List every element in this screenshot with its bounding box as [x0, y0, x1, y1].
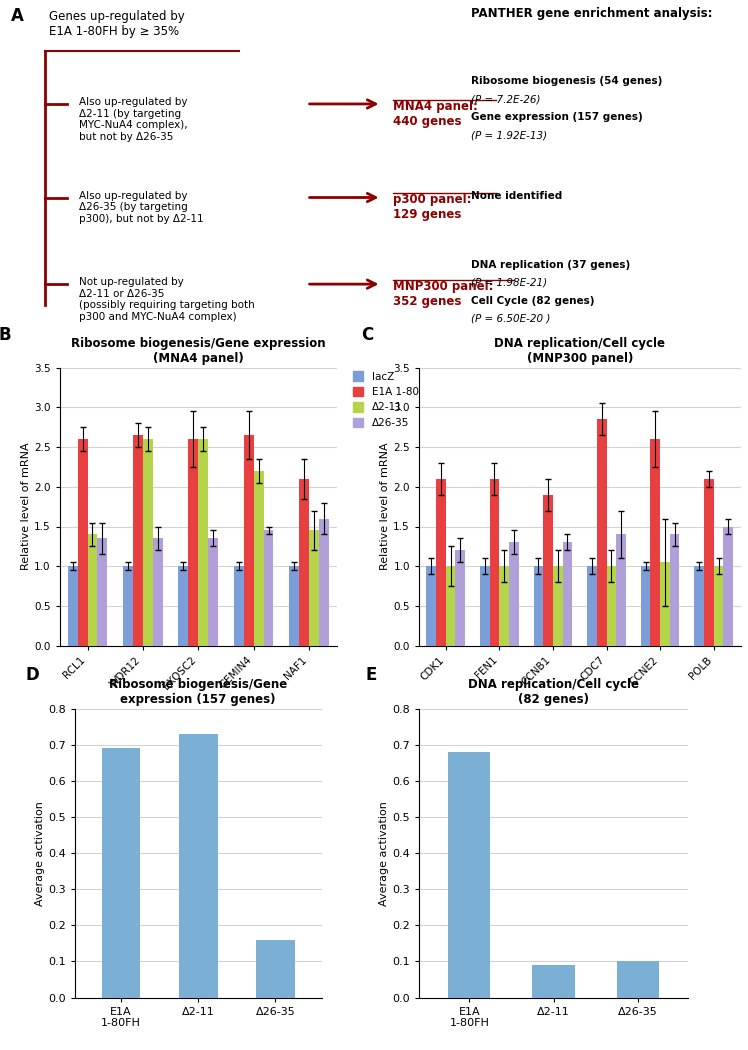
Bar: [233, 566, 244, 646]
Text: (P = 6.50E-20 ): (P = 6.50E-20 ): [471, 314, 551, 324]
Bar: [714, 566, 723, 646]
Bar: [178, 566, 188, 646]
Bar: [436, 479, 446, 646]
Bar: [616, 962, 659, 998]
Bar: [133, 435, 143, 646]
Bar: [319, 519, 329, 646]
Bar: [704, 479, 714, 646]
Bar: [254, 470, 263, 646]
Text: D: D: [25, 666, 39, 684]
Bar: [123, 566, 133, 646]
Text: (P = 7.2E-26): (P = 7.2E-26): [471, 94, 541, 104]
Title: DNA replication/Cell cycle
(82 genes): DNA replication/Cell cycle (82 genes): [468, 678, 639, 707]
Bar: [543, 495, 553, 646]
Bar: [562, 543, 572, 646]
Text: MNA4 panel:
440 genes: MNA4 panel: 440 genes: [393, 100, 477, 128]
Bar: [179, 734, 218, 998]
Title: Ribosome biogenesis/Gene
expression (157 genes): Ribosome biogenesis/Gene expression (157…: [109, 678, 287, 707]
Bar: [500, 566, 509, 646]
Text: DNA replication (37 genes): DNA replication (37 genes): [471, 260, 631, 270]
Bar: [198, 439, 208, 646]
Y-axis label: Relative level of mRNA: Relative level of mRNA: [22, 443, 31, 570]
Text: Not up-regulated by
Δ2-11 or Δ26-35
(possibly requiring targeting both
p300 and : Not up-regulated by Δ2-11 or Δ26-35 (pos…: [79, 277, 254, 322]
Text: C: C: [361, 326, 373, 343]
Text: B: B: [0, 326, 11, 343]
Text: A: A: [11, 7, 24, 25]
Bar: [553, 566, 562, 646]
Bar: [143, 439, 153, 646]
Y-axis label: Average activation: Average activation: [35, 801, 45, 905]
Bar: [289, 566, 299, 646]
Bar: [456, 550, 465, 646]
Bar: [446, 566, 456, 646]
Bar: [97, 539, 108, 646]
Bar: [694, 566, 704, 646]
Bar: [102, 749, 141, 998]
Bar: [533, 566, 543, 646]
Bar: [208, 539, 218, 646]
Text: Cell Cycle (82 genes): Cell Cycle (82 genes): [471, 296, 595, 306]
Bar: [188, 439, 198, 646]
Text: MNP300 panel:
352 genes: MNP300 panel: 352 genes: [393, 280, 493, 308]
Bar: [607, 566, 616, 646]
Text: E: E: [365, 666, 376, 684]
Title: DNA replication/Cell cycle
(MNP300 panel): DNA replication/Cell cycle (MNP300 panel…: [494, 337, 665, 365]
Text: Ribosome biogenesis (54 genes): Ribosome biogenesis (54 genes): [471, 77, 663, 86]
Bar: [309, 530, 319, 646]
Bar: [78, 439, 88, 646]
Y-axis label: Relative level of mRNA: Relative level of mRNA: [381, 443, 390, 570]
Text: (P = 1.92E-13): (P = 1.92E-13): [471, 130, 548, 141]
Bar: [299, 479, 309, 646]
Bar: [426, 566, 436, 646]
Legend: lacZ, E1A 1-80FH, Δ2-11, Δ26-35: lacZ, E1A 1-80FH, Δ2-11, Δ26-35: [349, 368, 437, 432]
Bar: [448, 752, 491, 998]
Bar: [490, 479, 500, 646]
Bar: [641, 566, 651, 646]
Bar: [660, 563, 669, 646]
Bar: [256, 940, 295, 997]
Bar: [153, 539, 163, 646]
Bar: [67, 566, 78, 646]
Text: p300 panel:
129 genes: p300 panel: 129 genes: [393, 193, 471, 222]
Bar: [533, 965, 574, 998]
Text: Also up-regulated by
Δ2-11 (by targeting
MYC-NuA4 complex),
but not by Δ26-35: Also up-regulated by Δ2-11 (by targeting…: [79, 97, 187, 142]
Text: Gene expression (157 genes): Gene expression (157 genes): [471, 112, 643, 122]
Bar: [669, 534, 679, 646]
Bar: [616, 534, 626, 646]
Bar: [88, 534, 97, 646]
Bar: [597, 419, 607, 646]
Bar: [244, 435, 254, 646]
Bar: [263, 530, 274, 646]
Bar: [480, 566, 490, 646]
Title: Ribosome biogenesis/Gene expression
(MNA4 panel): Ribosome biogenesis/Gene expression (MNA…: [71, 337, 325, 365]
Text: Genes up-regulated by
E1A 1-80FH by ≥ 35%: Genes up-regulated by E1A 1-80FH by ≥ 35…: [49, 10, 184, 39]
Bar: [651, 439, 660, 646]
Bar: [723, 526, 733, 646]
Bar: [587, 566, 597, 646]
Text: Also up-regulated by
Δ26-35 (by targeting
p300), but not by Δ2-11: Also up-regulated by Δ26-35 (by targetin…: [79, 191, 203, 224]
Y-axis label: Average activation: Average activation: [379, 801, 389, 905]
Text: PANTHER gene enrichment analysis:: PANTHER gene enrichment analysis:: [471, 7, 713, 20]
Bar: [509, 543, 518, 646]
Text: (P = 1.98E-21): (P = 1.98E-21): [471, 278, 548, 288]
Text: None identified: None identified: [471, 191, 562, 201]
